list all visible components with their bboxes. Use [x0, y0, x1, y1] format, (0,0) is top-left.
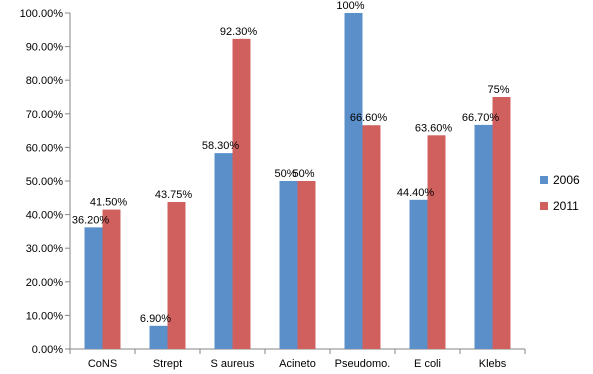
bar-2011	[492, 97, 511, 349]
data-label-2011: 63.60%	[415, 122, 453, 134]
x-axis: CoNS Strept S aureus Acineto Pseudomo. E coli…	[69, 348, 526, 370]
bar-2006	[214, 153, 233, 349]
x-category-label: CoNS	[88, 358, 117, 370]
data-label-2006: 44.40%	[397, 187, 435, 199]
bar-2006	[84, 227, 103, 349]
data-label-2006: 66.70%	[462, 112, 500, 124]
data-label-2006: 58.30%	[202, 140, 240, 152]
y-tick-label: 50.00%	[26, 176, 64, 188]
y-tick-label: 80.00%	[26, 75, 64, 87]
legend-swatch-2011	[540, 202, 548, 210]
bar-2011	[102, 209, 121, 349]
y-tick-label: 10.00%	[26, 310, 64, 322]
bar-2006	[474, 124, 493, 349]
bar-2011	[362, 125, 381, 349]
bar-2006	[344, 13, 363, 349]
data-label-2006: 36.20%	[72, 214, 110, 226]
data-label-2011: 66.60%	[350, 112, 388, 124]
x-category-label: S aureus	[210, 358, 255, 370]
y-tick-label: 70.00%	[26, 109, 64, 121]
data-label-2011: 41.50%	[90, 197, 128, 209]
y-tick-label: 60.00%	[26, 142, 64, 154]
legend-label-2011: 2011	[553, 199, 579, 213]
x-category-label: Pseudomo.	[335, 358, 391, 370]
y-tick-label: 30.00%	[26, 243, 64, 255]
bar-2011	[427, 135, 446, 349]
legend-label-2006: 2006	[553, 173, 580, 187]
data-label-2006: 50%	[274, 168, 296, 180]
legend-swatch-2006	[540, 176, 548, 184]
bar-2011	[167, 202, 186, 349]
data-label-2011: 43.75%	[155, 189, 193, 201]
bar-2006	[279, 181, 298, 349]
x-category-label: Klebs	[479, 358, 507, 370]
bar-2006	[149, 325, 168, 349]
data-label-2011: 92.30%	[220, 26, 258, 38]
data-label-2011: 50%	[292, 168, 314, 180]
data-label-2006: 100%	[336, 0, 364, 12]
y-tick-label: 90.00%	[26, 42, 64, 54]
y-tick-label: 0.00%	[32, 344, 63, 356]
bar-2011	[232, 38, 251, 349]
data-label-2011: 75%	[487, 84, 509, 96]
y-tick-label: 40.00%	[26, 210, 64, 222]
data-label-2006: 6.90%	[140, 313, 171, 325]
legend: 2006 2011	[540, 173, 580, 213]
x-category-label: E coli	[414, 358, 441, 370]
bars	[84, 13, 511, 349]
y-tick-label: 20.00%	[26, 277, 64, 289]
x-category-label: Acineto	[279, 358, 316, 370]
bar-2006	[409, 199, 428, 349]
x-category-label: Strept	[153, 358, 182, 370]
bar-2011	[297, 181, 316, 349]
data-labels: 36.20% 6.90% 58.30% 50% 100% 44.40% 66.70% 41.5…	[72, 0, 510, 325]
y-axis: 0.00% 10.00% 20.00% 30.00% 40.00% 50.00% 60.00…	[20, 8, 71, 356]
y-tick-label: 100.00%	[20, 8, 64, 20]
